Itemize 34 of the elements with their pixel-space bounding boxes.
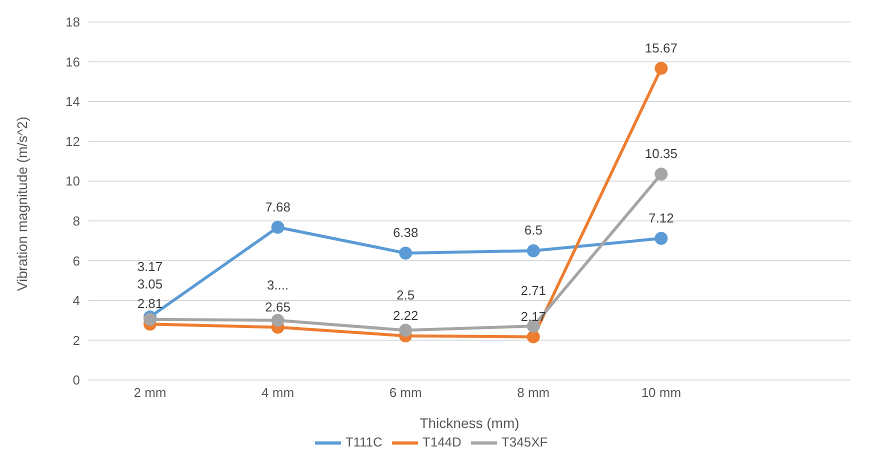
x-axis-title: Thickness (mm): [420, 415, 520, 431]
y-tick-label: 14: [66, 94, 80, 110]
data-label: 3.05: [137, 276, 163, 292]
data-label: 15.67: [644, 40, 678, 56]
y-tick-label: 16: [66, 54, 80, 70]
data-label: 3....: [266, 277, 289, 292]
data-label: 2.5: [396, 287, 415, 302]
y-tick-label: 12: [66, 134, 80, 149]
y-tick-label: 0: [72, 372, 80, 388]
data-label: 2.22: [392, 308, 418, 323]
legend-label: T111C: [345, 434, 382, 450]
x-tick-label: 4 mm: [262, 385, 294, 400]
x-tick-label: 2 mm: [134, 385, 166, 400]
x-tick-label: 10 mm: [641, 385, 682, 400]
y-tick-label: 4: [72, 293, 80, 308]
data-label: 10.35: [644, 146, 678, 162]
y-tick-label: 6: [72, 253, 80, 268]
data-label: 7.68: [265, 199, 290, 214]
x-tick-label: 8 mm: [517, 385, 550, 400]
x-tick-label: 6 mm: [389, 385, 422, 400]
y-tick-label: 10: [66, 174, 80, 189]
y-tick-label: 2: [72, 332, 80, 348]
data-label: 2.81: [137, 296, 163, 312]
legend-label: T345XF: [501, 434, 548, 450]
data-label: 2.71: [520, 283, 546, 298]
data-label: 3.17: [137, 258, 163, 274]
data-label: 6.38: [392, 225, 418, 240]
y-axis-title: Vibration magnitude (m/s^2): [14, 116, 30, 291]
legend-label: T144D: [422, 434, 462, 450]
data-label: 6.5: [524, 222, 542, 238]
data-label: 7.12: [648, 210, 674, 226]
y-tick-label: 18: [66, 14, 80, 30]
data-label: 2.65: [265, 299, 290, 314]
y-tick-label: 8: [72, 214, 80, 229]
